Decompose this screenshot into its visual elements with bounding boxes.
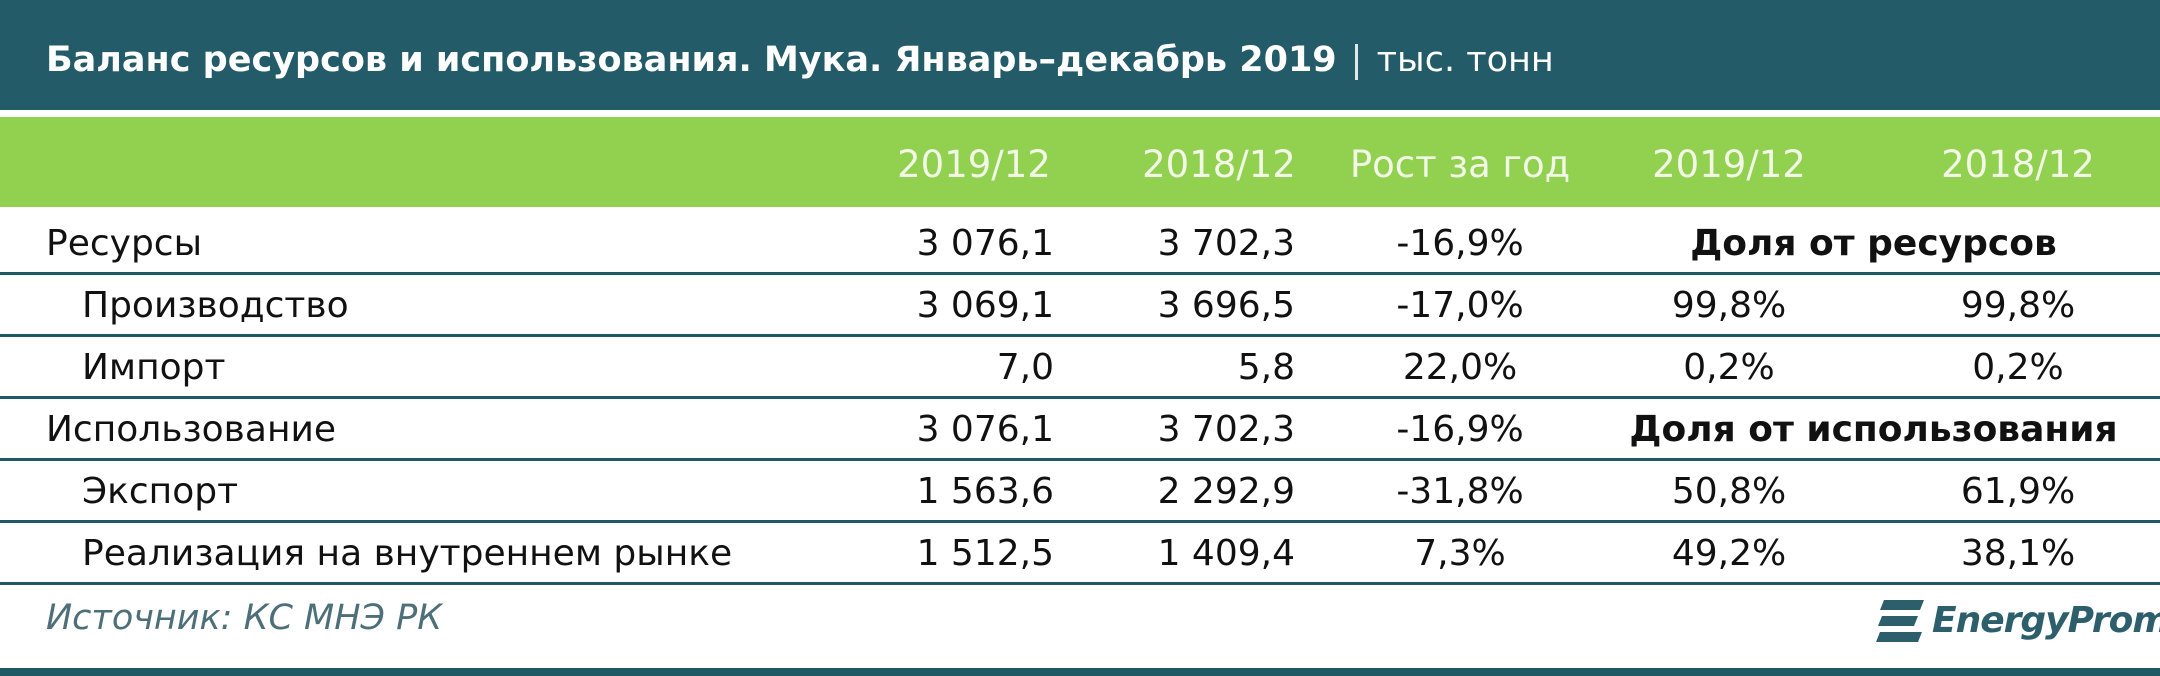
cell: 5,8 [1237,347,1295,388]
row-label: Реализация на внутреннем рынке [82,533,733,574]
separator [1354,44,1358,80]
share-label: Доля от ресурсов [1690,223,2057,264]
cell: 49,2% [1671,533,1787,574]
cell: 99,8% [1671,285,1787,326]
cell: 2 292,9 [1157,471,1295,512]
bottom-line [0,668,2160,676]
cell: -31,8% [1396,471,1524,512]
cell: 3 696,5 [1157,285,1295,326]
row [0,461,2160,523]
column-header: 2019/12 [897,143,1051,186]
cell: 3 076,1 [916,223,1054,264]
cell: 38,1% [1960,533,2076,574]
cell: 1 563,6 [916,471,1054,512]
cell: 3 702,3 [1157,223,1295,264]
source: Источник: КС МНЭ РК [46,598,443,638]
share-label: Доля от использования [1629,409,2118,450]
column-header: Рост за год [1349,143,1571,186]
row-label: Ресурсы [46,223,203,264]
cell: 3 069,1 [916,285,1054,326]
row-label: Производство [82,285,349,326]
cell: 7,3% [1414,533,1506,574]
unit: тыс. тонн [1376,40,1554,80]
row-label: Экспорт [82,471,239,512]
cell: 1 409,4 [1157,533,1295,574]
cell: 61,9% [1960,471,2076,512]
title-bar [0,0,2160,110]
cell: 3 702,3 [1157,409,1295,450]
row [0,275,2160,337]
cell: 22,0% [1402,347,1518,388]
logo: EnergyProm [1932,600,2160,641]
row-label: Импорт [82,347,226,388]
column-header: 2019/12 [1652,143,1806,186]
header-row [0,117,2160,207]
cell: 0,2% [1683,347,1775,388]
row [0,337,2160,399]
cell: -16,9% [1396,223,1524,264]
cell: 7,0 [996,347,1054,388]
title: Баланс ресурсов и использования. Мука. Я… [46,40,1337,80]
cell: 99,8% [1960,285,2076,326]
cell: 1 512,5 [916,533,1054,574]
cell: -16,9% [1396,409,1524,450]
column-header: 2018/12 [1941,143,2095,186]
cell: 3 076,1 [916,409,1054,450]
cell: -17,0% [1396,285,1524,326]
row [0,399,2160,461]
cell: 0,2% [1972,347,2064,388]
column-header: 2018/12 [1142,143,1296,186]
row [0,523,2160,585]
row-label: Использование [46,409,337,450]
logo-icon [1876,600,1924,642]
cell: 50,8% [1671,471,1787,512]
row [0,213,2160,275]
